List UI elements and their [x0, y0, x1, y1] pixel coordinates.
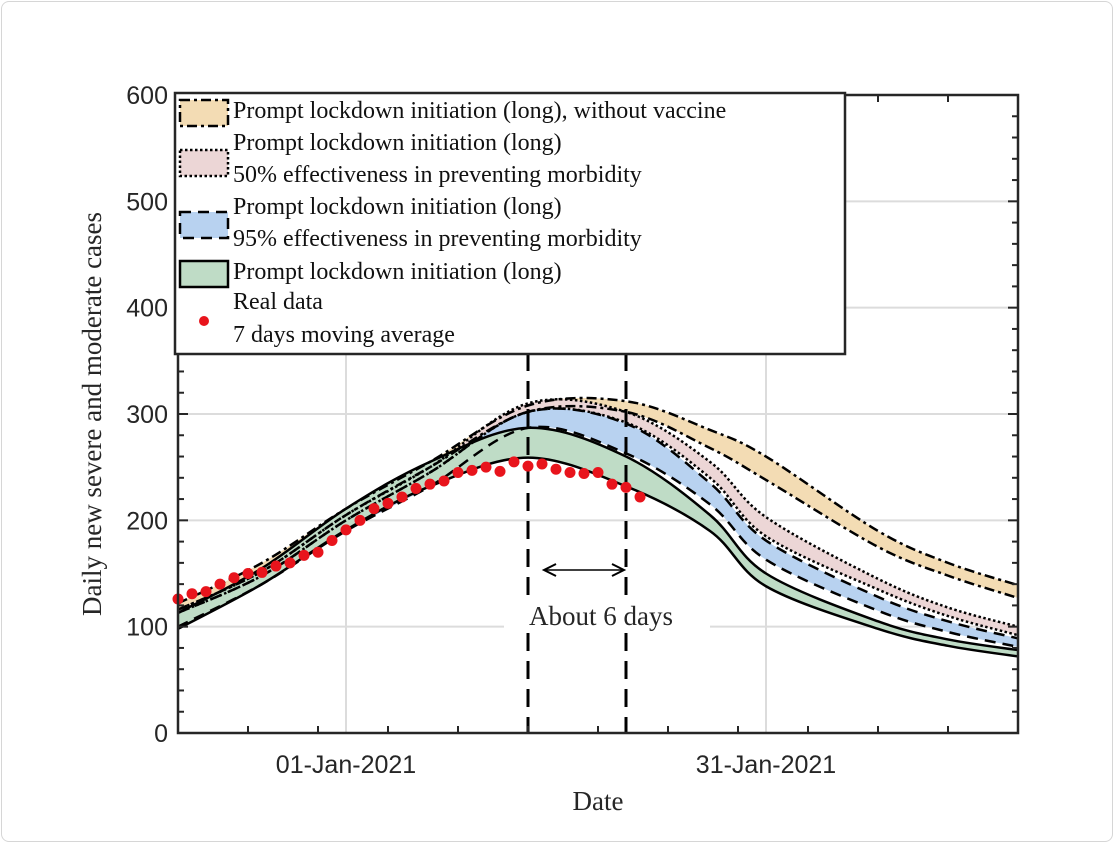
data-point [382, 497, 394, 509]
legend-swatch-2 [178, 148, 230, 178]
data-point [200, 586, 212, 598]
real-data-points [172, 456, 646, 605]
legend-label-5: Real data [233, 289, 323, 315]
arrow-head-left [541, 563, 557, 577]
legend-label-2: Prompt lockdown initiation (long) [233, 130, 562, 156]
data-point [256, 566, 268, 578]
band-fill-4 [178, 427, 1018, 657]
data-point [340, 524, 352, 536]
data-point [634, 491, 646, 503]
data-point [452, 466, 464, 478]
y-tick-label: 200 [126, 507, 168, 535]
y-tick-label: 400 [126, 295, 168, 323]
annotation: About 6 days [504, 563, 710, 632]
y-tick-label: 300 [126, 401, 168, 429]
data-point [592, 466, 604, 478]
annotation-bg [504, 598, 710, 632]
legend-label-3: Prompt lockdown initiation (long) [233, 194, 562, 220]
band-line-2-lower [177, 407, 1019, 637]
band-line-4-upper [177, 426, 1019, 652]
y-tick-label: 500 [126, 188, 168, 216]
legend-swatch-1 [178, 98, 230, 128]
data-point [466, 464, 478, 476]
data-point [424, 478, 436, 490]
legend-label-2b: 50% effectiveness in preventing morbidit… [233, 162, 642, 188]
legend-swatch-3 [178, 210, 230, 240]
y-tick-label: 100 [126, 614, 168, 642]
data-point [242, 568, 254, 579]
data-point [214, 578, 226, 590]
data-point [522, 460, 534, 472]
band-line-2-upper [177, 398, 1019, 628]
data-point [326, 535, 338, 547]
data-point [354, 514, 366, 526]
legend-marker-points [199, 316, 209, 326]
vertical-markers [526, 353, 628, 733]
legend-box [173, 91, 847, 356]
legend-label-4: Prompt lockdown initiation (long) [233, 259, 562, 285]
data-point [578, 468, 590, 480]
data-point [480, 461, 492, 473]
legend: Prompt lockdown initiation (long), witho… [173, 91, 847, 356]
y-axis-label: Daily new severe and moderate cases [77, 212, 107, 616]
legend-label-3b: 95% effectiveness in preventing morbidit… [233, 226, 642, 252]
data-point [410, 482, 422, 494]
data-point [186, 588, 198, 600]
data-point [494, 465, 506, 477]
x-tick-label: 31-Jan-2021 [696, 751, 836, 779]
band-line-1-upper [177, 396, 1019, 605]
data-point [536, 458, 548, 470]
data-point [564, 466, 576, 478]
data-point [508, 456, 520, 468]
data-point [312, 546, 324, 558]
arrow-head-right [611, 563, 627, 577]
legend-label-5b: 7 days moving average [233, 322, 455, 348]
data-point [438, 475, 450, 487]
legend-swatch-4 [178, 259, 230, 289]
data-point [396, 491, 408, 503]
data-point [228, 572, 240, 584]
x-axis-label: Date [573, 786, 624, 816]
data-point [284, 557, 296, 569]
y-tick-label: 600 [126, 82, 168, 110]
legend-label-1: Prompt lockdown initiation (long), witho… [233, 98, 726, 124]
data-point [368, 503, 380, 515]
y-tick-label: 0 [154, 720, 168, 748]
annotation-text: About 6 days [529, 601, 673, 631]
data-point [550, 463, 562, 475]
data-point [620, 481, 632, 493]
data-point [298, 549, 310, 561]
x-tick-label: 01-Jan-2021 [276, 751, 416, 779]
data-point [606, 478, 618, 490]
data-point [270, 560, 282, 572]
